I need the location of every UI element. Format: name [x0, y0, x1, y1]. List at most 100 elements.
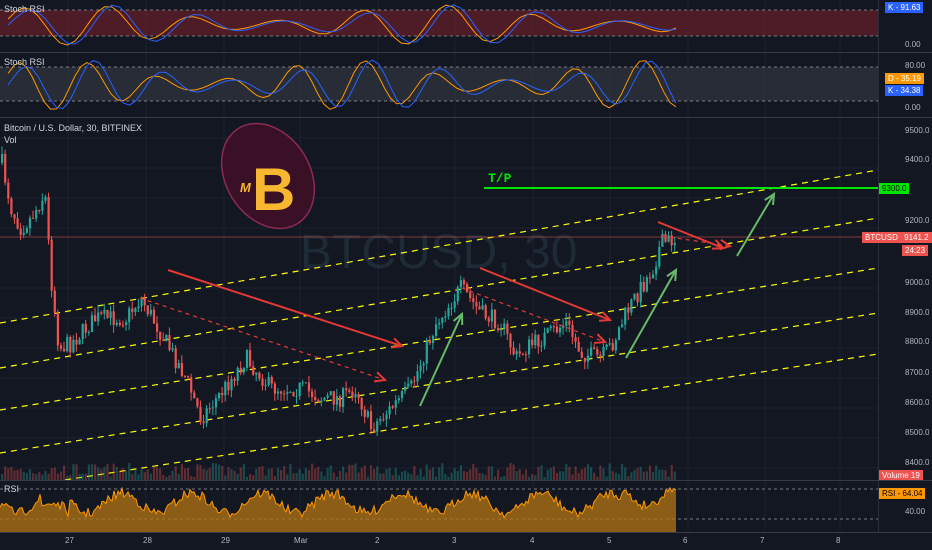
volume-bar [379, 473, 382, 480]
candle-body [16, 218, 19, 229]
candle-body [521, 353, 524, 355]
main-price-pane[interactable]: BTCUSD, 30 T/P B M Bitcoin / U.S. Dollar, 3… [0, 118, 932, 481]
candle-body [342, 388, 345, 407]
candle-body [320, 400, 323, 403]
red-arrow [479, 267, 611, 321]
candle-body [373, 429, 376, 432]
volume-bar [118, 471, 121, 480]
channel-line [60, 353, 878, 480]
candle-body [286, 392, 289, 394]
volume-bar [407, 472, 410, 480]
stoch-rsi-2-axis[interactable]: 80.00 D - 35.19 K - 34.38 0.00 [878, 53, 932, 117]
volume-bar [25, 472, 28, 480]
candle-body [317, 399, 320, 403]
candle-body [13, 214, 16, 219]
candle-body [252, 366, 255, 375]
volume-bar [78, 473, 81, 480]
rsi-pane[interactable]: RSI RSI - 64.04 40.00 [0, 481, 932, 532]
volume-bar [295, 473, 298, 480]
candle-body [608, 343, 611, 345]
stoch-rsi-2-label[interactable]: Stoch RSI [4, 57, 45, 67]
candle-body [177, 363, 180, 369]
volume-bar [230, 469, 233, 480]
volume-bar [97, 467, 100, 480]
volume-bar [571, 474, 574, 480]
volume-bar [28, 469, 32, 480]
volume-bar [317, 466, 320, 480]
candle-body [332, 391, 335, 405]
symbol-title[interactable]: Bitcoin / U.S. Dollar, 30, BITFINEX [4, 123, 143, 133]
pane-separator[interactable] [0, 117, 932, 118]
candle-body [481, 305, 484, 310]
candle-body [233, 379, 236, 381]
volume-bar [94, 464, 97, 480]
volume-bar [156, 467, 159, 480]
stoch-rsi-1-label[interactable]: Stoch RSI [4, 4, 45, 14]
candle-body [140, 297, 143, 307]
volume-bar [363, 465, 366, 480]
volume-bar [543, 476, 546, 480]
candle-body [586, 355, 590, 362]
time-axis[interactable]: 27 28 29 Mar 2 3 4 5 6 7 8 [0, 533, 932, 550]
overbought-band [0, 10, 878, 36]
candle-body [94, 315, 97, 322]
volume-bar [515, 471, 518, 480]
candle-body [168, 334, 171, 351]
rsi-tick-40: 40.00 [905, 507, 926, 516]
volume-bar [314, 468, 317, 480]
candle-body [208, 408, 211, 410]
volume-bar [608, 463, 611, 480]
candle-body [335, 396, 338, 405]
volume-label[interactable]: Vol [4, 135, 17, 145]
d-tag-letter: D [888, 74, 894, 83]
stoch-rsi-1-axis[interactable]: K - 91.63 0.00 [878, 0, 932, 52]
volume-bar [493, 476, 497, 480]
volume-bar [90, 464, 94, 480]
candle-body [159, 331, 162, 340]
price-tick: 9000.0 [905, 278, 930, 287]
rsi-label[interactable]: RSI [4, 484, 20, 494]
volume-bar [596, 476, 599, 480]
candle-body [255, 372, 258, 375]
stoch-rsi-2-tick-0: 0.00 [905, 103, 921, 112]
price-axis[interactable]: 9500.0 9400.0 9300.0 9200.0 9000.0 8900.… [878, 118, 932, 481]
volume-bar [174, 466, 177, 480]
red-dashed-arrow [461, 287, 606, 343]
volume-bar [673, 471, 676, 480]
candle-body [125, 322, 128, 325]
candle-body [590, 347, 593, 356]
red-dashed-arrow-head [373, 371, 388, 383]
candle-body [487, 318, 490, 322]
volume-bar [149, 473, 152, 480]
pane-separator[interactable] [0, 52, 932, 53]
volume-bar [639, 466, 642, 480]
price-chart-plot[interactable]: BTCUSD, 30 T/P BM [0, 118, 878, 480]
green-arrow [419, 313, 463, 407]
candle-body [56, 312, 59, 346]
stoch-rsi-pane-2[interactable]: Stoch RSI 80.00 D - 35.19 K - 34.38 0.00 [0, 53, 932, 117]
candle-body [537, 334, 540, 347]
volume-bar [140, 469, 143, 480]
volume-bar [143, 471, 146, 480]
volume-bar [425, 464, 428, 480]
volume-bar [335, 476, 338, 480]
rsi-axis[interactable]: RSI - 64.04 40.00 [878, 481, 932, 532]
candle-body [441, 317, 444, 323]
pane-separator[interactable] [0, 532, 932, 533]
time-label: 29 [221, 536, 230, 545]
volume-bar [345, 472, 348, 480]
green-arrow [736, 193, 775, 257]
stoch2-k-line [7, 59, 677, 110]
channel-line [0, 169, 878, 324]
candle-body [224, 381, 227, 396]
price-tick: 9200.0 [905, 216, 930, 225]
volume-bar [227, 467, 230, 480]
red-arrow-head [598, 311, 613, 322]
volume-bar [621, 463, 624, 480]
candle-body [180, 363, 183, 376]
rsi-tag-letter: RSI [882, 489, 896, 498]
volume-bar [549, 467, 552, 480]
green-arrow-head [452, 311, 464, 326]
stoch-rsi-pane-1[interactable]: Stoch RSI K - 91.63 0.00 [0, 0, 932, 52]
pane-separator[interactable] [0, 480, 932, 481]
